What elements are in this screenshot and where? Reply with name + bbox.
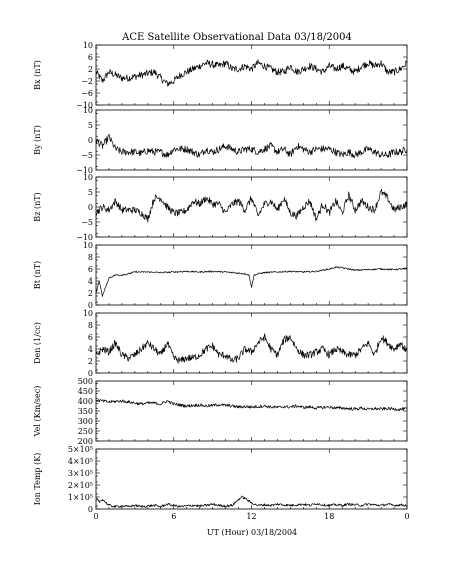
y-tick-label: 10 bbox=[83, 41, 93, 50]
panel-bt: 10 8 6 4 2 0 Bt (nT) bbox=[33, 241, 408, 310]
y-axis-label-bz: Bz (nT) bbox=[33, 192, 42, 221]
panel-frame bbox=[95, 448, 408, 510]
y-tick-label: 0 bbox=[88, 136, 93, 145]
y-tick-label: −6 bbox=[81, 89, 93, 98]
y-tick-label: 5 bbox=[88, 121, 93, 130]
y-tick-label: 6 bbox=[88, 265, 93, 274]
y-tick-label: 10 bbox=[83, 241, 93, 250]
y-tick-label: 250 bbox=[78, 427, 93, 436]
series-line-den bbox=[95, 333, 408, 364]
y-tick-label: 4×10⁵ bbox=[68, 457, 93, 466]
y-axis-label-vel: Vel (Km/sec) bbox=[33, 386, 42, 438]
y-tick-label: −10 bbox=[76, 101, 93, 110]
series-line-bx bbox=[95, 59, 408, 87]
series-line-ion-temp bbox=[95, 495, 408, 508]
panel-den: 10 8 6 4 2 0 Den (1/cc) bbox=[33, 309, 408, 378]
panel-frame bbox=[95, 380, 408, 442]
x-tick-label: 0 bbox=[404, 512, 409, 521]
series-line-bt bbox=[95, 266, 408, 297]
series-line-bz bbox=[95, 189, 408, 223]
panel-by: 10 5 0 −5 −10 By (nT) bbox=[33, 106, 408, 175]
y-tick-label: 350 bbox=[78, 407, 93, 416]
y-tick-label: 500 bbox=[78, 377, 93, 386]
panel-ion-temp: 5×10⁵ 4×10⁵ 3×10⁵ 2×10⁵ 1×10⁵ 0 Ion Temp (K) bbox=[33, 445, 408, 514]
y-tick-label: 400 bbox=[78, 397, 93, 406]
y-tick-label: 300 bbox=[78, 417, 93, 426]
y-tick-label: 4 bbox=[88, 345, 93, 354]
x-tick-label: 6 bbox=[171, 512, 176, 521]
series-line-vel bbox=[95, 399, 408, 412]
panel-bz: 10 5 0 −5 −10 Bz (nT) bbox=[33, 173, 408, 242]
y-tick-label: 2 bbox=[88, 289, 93, 298]
panel-frame bbox=[95, 109, 408, 171]
y-tick-label: 10 bbox=[83, 173, 93, 182]
y-axis-label-den: Den (1/cc) bbox=[33, 322, 42, 364]
y-axis-label-bt: Bt (nT) bbox=[33, 261, 42, 289]
y-tick-label: 6 bbox=[88, 333, 93, 342]
y-tick-label: 0 bbox=[88, 369, 93, 378]
panel-frame bbox=[95, 176, 408, 238]
panel-bx: 10 6 2 −2 −6 −10 Bx (nT) bbox=[33, 41, 408, 110]
x-tick-label: 0 bbox=[93, 512, 98, 521]
series-line-by bbox=[95, 133, 408, 158]
y-tick-label: 3×10⁵ bbox=[68, 469, 93, 478]
y-tick-label: 5×10⁵ bbox=[68, 445, 93, 454]
y-tick-label: 5 bbox=[88, 188, 93, 197]
y-tick-label: 0 bbox=[88, 301, 93, 310]
y-tick-label: 200 bbox=[78, 437, 93, 446]
y-tick-label: 10 bbox=[83, 106, 93, 115]
y-tick-label: 2×10⁵ bbox=[68, 481, 93, 490]
y-tick-label: 1×10⁵ bbox=[68, 493, 93, 502]
y-tick-label: 8 bbox=[88, 321, 93, 330]
y-tick-label: 10 bbox=[83, 309, 93, 318]
y-tick-label: −2 bbox=[81, 77, 93, 86]
chart-title: ACE Satellite Observational Data 03/18/2… bbox=[121, 32, 352, 43]
y-axis-label-by: By (nT) bbox=[33, 125, 42, 155]
x-tick-label: 18 bbox=[324, 512, 334, 521]
y-tick-label: 4 bbox=[88, 277, 93, 286]
y-tick-label: −10 bbox=[76, 166, 93, 175]
panel-frame bbox=[95, 244, 408, 306]
y-axis-label-bx: Bx (nT) bbox=[33, 60, 42, 90]
y-tick-label: 2 bbox=[88, 65, 93, 74]
y-tick-label: −5 bbox=[81, 151, 93, 160]
x-axis-label: UT (Hour) 03/18/2004 bbox=[207, 528, 297, 537]
y-tick-label: 0 bbox=[88, 505, 93, 514]
y-tick-label: −5 bbox=[81, 218, 93, 227]
y-tick-label: 8 bbox=[88, 253, 93, 262]
panel-frame bbox=[95, 312, 408, 374]
chart-panels: 10 6 2 −2 −6 −10 Bx (nT) 10 5 0 −5 −10 By (nT) 10 5 0 −5… bbox=[33, 41, 410, 521]
y-tick-label: 450 bbox=[78, 387, 93, 396]
x-tick-label: 12 bbox=[246, 512, 256, 521]
y-tick-label: 0 bbox=[88, 203, 93, 212]
y-tick-label: 2 bbox=[88, 357, 93, 366]
y-axis-label-ion-temp: Ion Temp (K) bbox=[33, 453, 42, 506]
y-tick-label: −10 bbox=[76, 233, 93, 242]
y-tick-label: 6 bbox=[88, 53, 93, 62]
